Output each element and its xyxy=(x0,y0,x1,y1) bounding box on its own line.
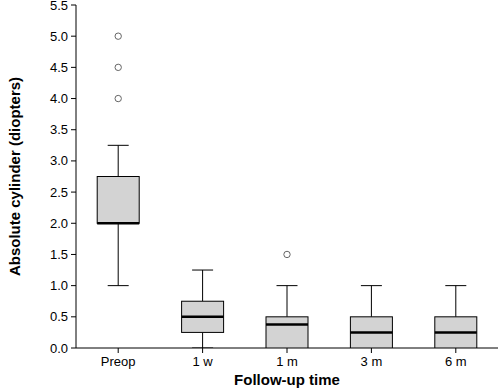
upper-whisker xyxy=(455,286,456,317)
median xyxy=(97,222,139,225)
y-tick-label: 1.5 xyxy=(50,247,68,262)
outlier xyxy=(115,95,121,101)
y-tick-label: 1.0 xyxy=(50,278,68,293)
y-tick-label: 5.5 xyxy=(50,0,68,13)
y-axis-title: Absolute cylinder (diopters) xyxy=(6,77,23,276)
y-tick xyxy=(71,129,76,130)
upper-cap xyxy=(192,270,213,271)
median xyxy=(266,323,308,326)
box xyxy=(350,317,392,348)
x-tick xyxy=(202,348,203,353)
y-tick-label: 3.0 xyxy=(50,153,68,168)
x-tick xyxy=(118,348,119,353)
y-tick-label: 0.0 xyxy=(50,341,68,356)
y-tick xyxy=(71,348,76,349)
y-tick xyxy=(71,223,76,224)
lower-cap xyxy=(192,348,213,349)
x-axis-title: Follow-up time xyxy=(234,371,340,388)
median xyxy=(182,316,224,319)
y-tick xyxy=(71,98,76,99)
x-tick-label: 1 m xyxy=(276,354,298,369)
upper-whisker xyxy=(118,145,119,176)
y-tick xyxy=(71,160,76,161)
x-tick-label: 1 w xyxy=(192,354,213,369)
lower-whisker xyxy=(118,223,119,285)
y-tick xyxy=(71,316,76,317)
y-tick xyxy=(71,67,76,68)
y-axis xyxy=(76,5,77,348)
upper-cap xyxy=(361,285,382,286)
box xyxy=(97,177,139,224)
y-tick-label: 5.0 xyxy=(50,29,68,44)
upper-whisker xyxy=(287,286,288,317)
outlier xyxy=(115,33,121,39)
outlier xyxy=(284,251,290,257)
box xyxy=(435,317,477,348)
y-tick xyxy=(71,285,76,286)
y-tick xyxy=(71,36,76,37)
y-tick-label: 4.5 xyxy=(50,60,68,75)
y-tick xyxy=(71,5,76,6)
y-tick xyxy=(71,254,76,255)
x-tick-label: 6 m xyxy=(445,354,467,369)
y-tick-label: 3.5 xyxy=(50,122,68,137)
lower-whisker xyxy=(202,332,203,348)
box xyxy=(182,301,224,332)
outlier xyxy=(115,64,121,70)
x-tick xyxy=(287,348,288,353)
x-tick-label: Preop xyxy=(101,354,136,369)
upper-cap xyxy=(277,285,298,286)
median xyxy=(435,331,477,334)
y-tick-label: 0.5 xyxy=(50,309,68,324)
plot-area xyxy=(97,33,477,348)
y-tick-label: 2.5 xyxy=(50,185,68,200)
upper-cap xyxy=(108,145,129,146)
lower-cap xyxy=(108,285,129,286)
y-tick xyxy=(71,192,76,193)
box xyxy=(266,317,308,348)
upper-whisker xyxy=(202,270,203,301)
upper-whisker xyxy=(371,286,372,317)
x-tick xyxy=(455,348,456,353)
median xyxy=(350,331,392,334)
upper-cap xyxy=(445,285,466,286)
chart: 0.0 0.5 1.0 1.5 2.0 2.5 3.0 3.5 4.0 4.5 5.0 5.5 Preo… xyxy=(0,0,500,390)
y-tick-label: 4.0 xyxy=(50,91,68,106)
x-tick xyxy=(371,348,372,353)
y-tick-label: 2.0 xyxy=(50,216,68,231)
x-tick-label: 3 m xyxy=(361,354,383,369)
